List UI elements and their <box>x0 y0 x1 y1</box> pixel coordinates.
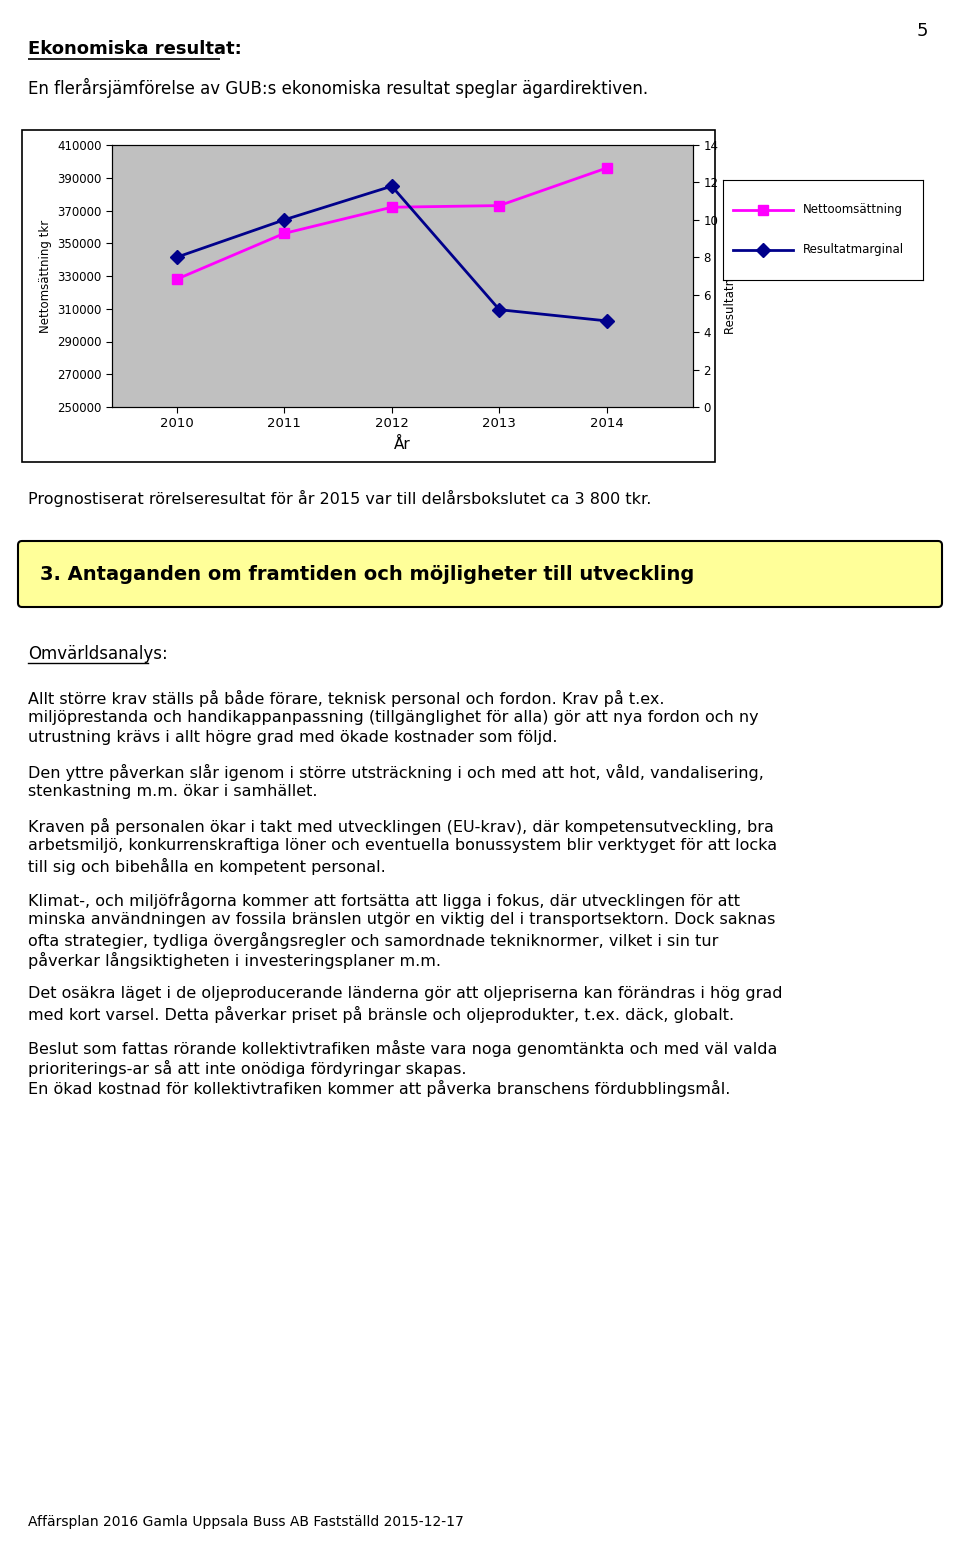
Text: En flerårsjämförelse av GUB:s ekonomiska resultat speglar ägardirektiven.: En flerårsjämförelse av GUB:s ekonomiska… <box>28 79 648 99</box>
Text: Resultatmarginal: Resultatmarginal <box>803 243 904 256</box>
Text: Prognostiserat rörelseresultat för år 2015 var till delårsbokslutet ca 3 800 tkr: Prognostiserat rörelseresultat för år 20… <box>28 490 652 507</box>
Text: Kraven på personalen ökar i takt med utvecklingen (EU-krav), där kompetensutveck: Kraven på personalen ökar i takt med utv… <box>28 818 774 835</box>
Text: minska användningen av fossila bränslen utgör en viktig del i transportsektorn. : minska användningen av fossila bränslen … <box>28 912 776 928</box>
Text: Affärsplan 2016 Gamla Uppsala Buss AB Fastställd 2015-12-17: Affärsplan 2016 Gamla Uppsala Buss AB Fa… <box>28 1515 464 1529</box>
Text: Omvärldsanalys:: Omvärldsanalys: <box>28 646 168 663</box>
Text: stenkastning m.m. ökar i samhället.: stenkastning m.m. ökar i samhället. <box>28 784 318 798</box>
Text: miljöprestanda och handikappanpassning (tillgänglighet för alla) gör att nya for: miljöprestanda och handikappanpassning (… <box>28 710 758 724</box>
Text: Klimat-, och miljöfrågorna kommer att fortsätta att ligga i fokus, där utvecklin: Klimat-, och miljöfrågorna kommer att fo… <box>28 892 740 909</box>
X-axis label: År: År <box>395 438 411 453</box>
Text: 5: 5 <box>916 22 927 40</box>
Text: Nettoomsättning: Nettoomsättning <box>803 203 903 216</box>
Bar <box>22 129 715 462</box>
Text: Allt större krav ställs på både förare, teknisk personal och fordon. Krav på t.e: Allt större krav ställs på både förare, … <box>28 690 664 707</box>
Text: Beslut som fattas rörande kollektivtrafiken måste vara noga genomtänkta och med : Beslut som fattas rörande kollektivtrafi… <box>28 1040 778 1057</box>
Text: till sig och bibehålla en kompetent personal.: till sig och bibehålla en kompetent pers… <box>28 858 386 875</box>
Text: Den yttre påverkan slår igenom i större utsträckning i och med att hot, våld, va: Den yttre påverkan slår igenom i större … <box>28 764 764 781</box>
Y-axis label: Resultatmarginal %: Resultatmarginal % <box>724 217 737 334</box>
Text: prioriterings­ar så att inte onödiga fördyringar skapas.: prioriterings­ar så att inte onödiga för… <box>28 1060 467 1077</box>
Text: 3. Antaganden om framtiden och möjligheter till utveckling: 3. Antaganden om framtiden och möjlighet… <box>40 564 694 584</box>
Text: påverkar långsiktigheten i investeringsplaner m.m.: påverkar långsiktigheten i investeringsp… <box>28 952 441 969</box>
Text: Det osäkra läget i de oljeproducerande länderna gör att oljepriserna kan förändr: Det osäkra läget i de oljeproducerande l… <box>28 986 782 1002</box>
Text: arbetsmiljö, konkurrenskraftiga löner och eventuella bonussystem blir verktyget : arbetsmiljö, konkurrenskraftiga löner oc… <box>28 838 778 854</box>
FancyBboxPatch shape <box>18 541 942 607</box>
Text: ofta strategier, tydliga övergångsregler och samordnade tekniknormer, vilket i s: ofta strategier, tydliga övergångsregler… <box>28 932 718 949</box>
Text: med kort varsel. Detta påverkar priset på bränsle och oljeprodukter, t.ex. däck,: med kort varsel. Detta påverkar priset p… <box>28 1006 734 1023</box>
Text: utrustning krävs i allt högre grad med ökade kostnader som följd.: utrustning krävs i allt högre grad med ö… <box>28 730 558 744</box>
Y-axis label: Nettomsättning tkr: Nettomsättning tkr <box>38 219 52 333</box>
Text: Ekonomiska resultat:: Ekonomiska resultat: <box>28 40 242 59</box>
Text: En ökad kostnad för kollektivtrafiken kommer att påverka branschens fördubblings: En ökad kostnad för kollektivtrafiken ko… <box>28 1080 731 1097</box>
